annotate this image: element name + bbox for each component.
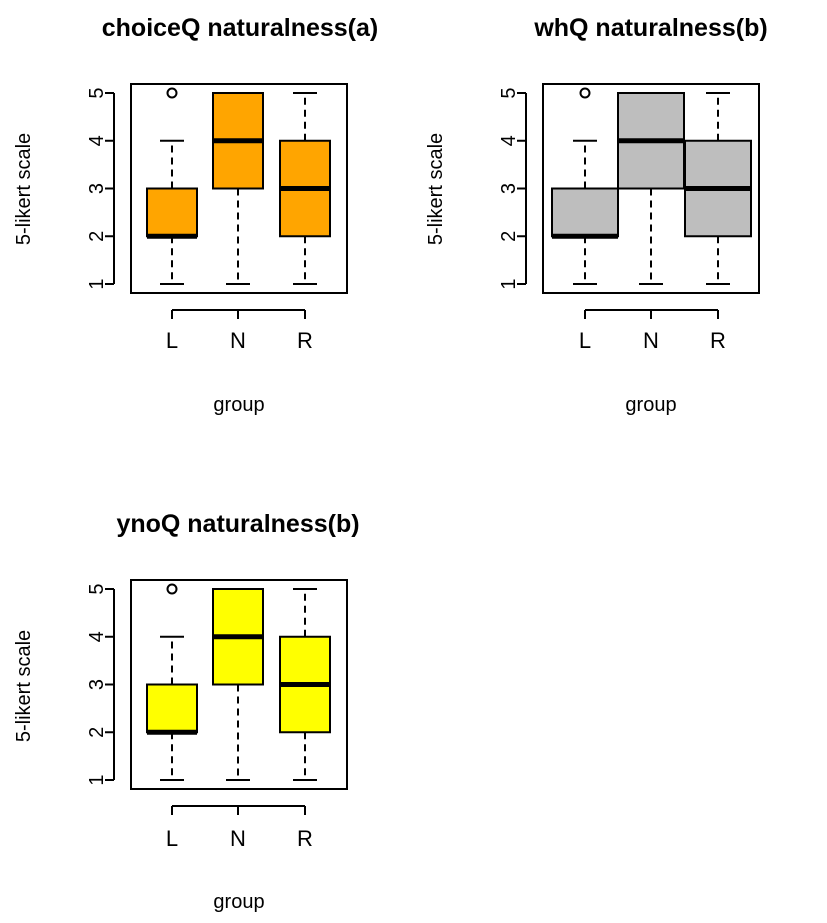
x-tick-label: N xyxy=(643,328,659,353)
y-tick-label: 5 xyxy=(86,87,108,98)
box-series xyxy=(146,583,331,781)
outlier-point xyxy=(579,87,591,99)
outlier-point xyxy=(166,87,178,99)
y-axis-label: 5-likert scale xyxy=(425,133,447,245)
y-tick-label: 4 xyxy=(498,135,520,146)
x-tick-label: N xyxy=(230,328,246,353)
box-iqr xyxy=(146,683,198,734)
panel-title: whQ naturalness(b) xyxy=(533,14,767,42)
y-tick-label: 3 xyxy=(86,679,108,690)
y-axis: 1 2 3 4 5 xyxy=(86,87,115,290)
y-tick-label: 2 xyxy=(498,231,520,242)
x-tick-label: R xyxy=(710,328,726,353)
box-R xyxy=(684,92,752,285)
panel-whq: whQ naturalness(b) 5-likert scale group … xyxy=(425,14,768,416)
box-iqr xyxy=(551,187,619,238)
x-axis-label: group xyxy=(625,394,676,416)
plot-frame xyxy=(542,83,760,294)
x-tick-label: R xyxy=(297,328,313,353)
plot-frame xyxy=(130,579,348,790)
y-tick-label: 2 xyxy=(86,231,108,242)
box-N xyxy=(212,588,264,781)
y-tick-label: 3 xyxy=(86,183,108,194)
box-N xyxy=(617,92,685,285)
x-axis-label: group xyxy=(213,891,264,913)
y-tick-label: 1 xyxy=(86,278,108,289)
box-iqr xyxy=(146,187,198,238)
y-tick-label: 3 xyxy=(498,183,520,194)
y-axis: 1 2 3 4 5 xyxy=(86,583,115,786)
y-axis: 1 2 3 4 5 xyxy=(498,87,527,290)
box-series xyxy=(146,87,331,285)
panel-ynoq: ynoQ naturalness(b) 5-likert scale group… xyxy=(13,510,360,913)
x-tick-label: N xyxy=(230,826,246,851)
box-L xyxy=(146,87,198,285)
y-tick-label: 5 xyxy=(498,87,520,98)
y-tick-label: 1 xyxy=(498,278,520,289)
y-tick-label: 2 xyxy=(86,727,108,738)
x-tick-label: L xyxy=(166,328,178,353)
box-R xyxy=(279,92,331,285)
y-axis-label: 5-likert scale xyxy=(13,133,35,245)
box-N xyxy=(212,92,264,285)
y-tick-label: 5 xyxy=(86,583,108,594)
panel-title: choiceQ naturalness(a) xyxy=(102,14,378,42)
y-tick-label: 4 xyxy=(86,631,108,642)
x-tick-label: L xyxy=(579,328,591,353)
y-tick-label: 1 xyxy=(86,774,108,785)
box-L xyxy=(146,583,198,781)
plot-frame xyxy=(130,83,348,294)
x-tick-label: R xyxy=(297,826,313,851)
x-axis-label: group xyxy=(213,394,264,416)
box-R xyxy=(279,588,331,781)
box-L xyxy=(551,87,619,285)
panel-choiceq: choiceQ naturalness(a) 5-likert scale gr… xyxy=(13,14,378,416)
x-tick-label: L xyxy=(166,826,178,851)
panel-title: ynoQ naturalness(b) xyxy=(116,510,359,538)
box-series xyxy=(551,87,752,285)
y-tick-label: 4 xyxy=(86,135,108,146)
outlier-point xyxy=(166,583,178,595)
y-axis-label: 5-likert scale xyxy=(13,630,35,742)
